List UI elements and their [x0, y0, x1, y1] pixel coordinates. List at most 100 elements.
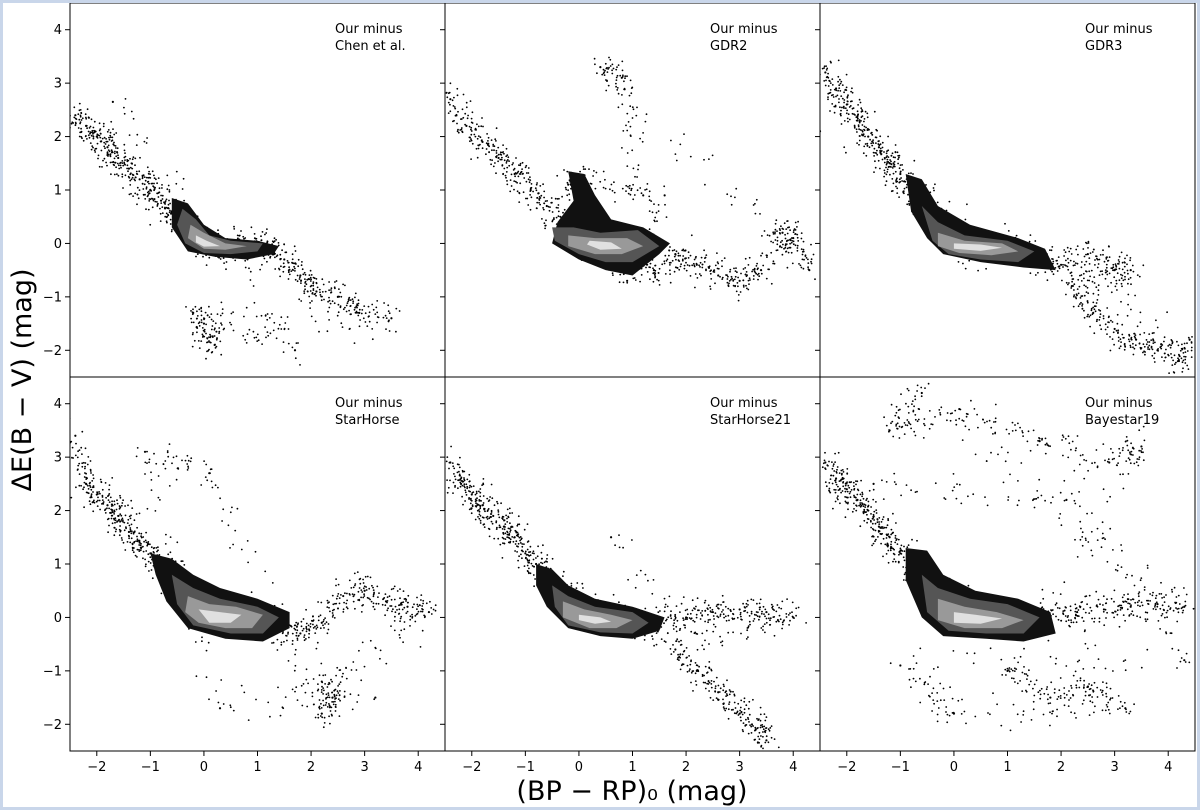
scatter-point [281, 249, 283, 252]
scatter-point [611, 69, 613, 72]
scatter-point [130, 532, 133, 535]
scatter-point [892, 162, 895, 165]
scatter-point [127, 534, 130, 537]
scatter-point [1127, 338, 1130, 341]
scatter-point [124, 159, 126, 162]
scatter-point [190, 317, 193, 320]
scatter-point [848, 106, 851, 108]
scatter-point [843, 99, 846, 101]
scatter-point [512, 162, 514, 164]
scatter-point [663, 260, 666, 263]
scatter-point [393, 585, 396, 588]
scatter-point [977, 269, 979, 272]
scatter-point [609, 65, 612, 67]
scatter-point [1054, 267, 1057, 269]
scatter-point [1121, 261, 1124, 264]
scatter-point [506, 183, 509, 186]
scatter-point [478, 490, 480, 493]
scatter-point [673, 249, 676, 251]
scatter-point [494, 162, 496, 164]
scatter-point [81, 453, 83, 455]
scatter-point [823, 80, 826, 82]
scatter-point [211, 325, 214, 327]
scatter-point [147, 172, 150, 175]
scatter-point [881, 146, 884, 149]
scatter-point [388, 312, 391, 315]
scatter-point [1104, 271, 1107, 274]
scatter-point [652, 272, 655, 275]
scatter-point [110, 140, 113, 142]
scatter-point [872, 151, 875, 154]
scatter-point [1085, 260, 1088, 263]
scatter-point [546, 200, 548, 202]
scatter-point [287, 271, 290, 274]
scatter-point [184, 459, 187, 462]
scatter-point [701, 266, 704, 269]
scatter-point [205, 357, 207, 360]
scatter-point [541, 218, 543, 220]
scatter-point [1073, 294, 1076, 296]
scatter-point [372, 589, 375, 591]
scatter-point [358, 325, 361, 328]
scatter-point [479, 136, 482, 139]
scatter-point [89, 131, 92, 134]
scatter-point [334, 705, 337, 708]
scatter-point [153, 174, 155, 177]
scatter-point [601, 73, 604, 76]
scatter-point [187, 467, 190, 469]
scatter-point [1101, 270, 1103, 272]
scatter-point [160, 194, 163, 197]
scatter-point [359, 319, 361, 321]
scatter-point [1077, 305, 1080, 308]
scatter-point [77, 127, 80, 129]
scatter-point [501, 536, 504, 539]
scatter-point [131, 173, 134, 176]
scatter-point [656, 278, 658, 281]
scatter-point [1166, 311, 1168, 314]
scatter-point [461, 108, 464, 111]
scatter-point [387, 607, 389, 610]
scatter-point [93, 120, 96, 123]
scatter-point [1082, 272, 1085, 275]
scatter-point [670, 139, 672, 142]
scatter-point [317, 688, 320, 691]
scatter-point [403, 621, 406, 623]
scatter-point [311, 300, 313, 302]
scatter-point [517, 515, 520, 518]
scatter-point [99, 128, 102, 130]
scatter-point [295, 686, 298, 689]
scatter-point [1160, 343, 1163, 345]
scatter-point [119, 525, 121, 527]
scatter-point [390, 605, 393, 607]
scatter-point [518, 173, 521, 175]
scatter-point [329, 302, 332, 305]
scatter-point [504, 174, 507, 177]
data-point [824, 71, 827, 74]
scatter-point [1115, 279, 1118, 282]
scatter-point [351, 298, 354, 301]
scatter-point [1120, 277, 1123, 280]
scatter-point [1117, 331, 1119, 334]
scatter-point [582, 168, 585, 171]
scatter-point [445, 91, 448, 94]
scatter-point [756, 262, 758, 265]
scatter-point [509, 538, 512, 541]
scatter-point [346, 592, 348, 595]
scatter-point [463, 483, 466, 486]
scatter-point [1096, 318, 1098, 321]
scatter-point [420, 610, 422, 613]
scatter-point [509, 522, 511, 525]
scatter-point [1173, 354, 1176, 357]
scatter-point [512, 169, 515, 171]
scatter-point [93, 131, 96, 134]
scatter-point [317, 615, 320, 618]
scatter-point [144, 193, 146, 196]
scatter-point [74, 454, 77, 457]
scatter-point [165, 212, 168, 215]
scatter-point [870, 132, 872, 135]
scatter-point [350, 669, 353, 671]
scatter-point [107, 153, 110, 156]
scatter-point [337, 607, 339, 610]
scatter-point [649, 262, 652, 265]
scatter-point [368, 311, 371, 314]
